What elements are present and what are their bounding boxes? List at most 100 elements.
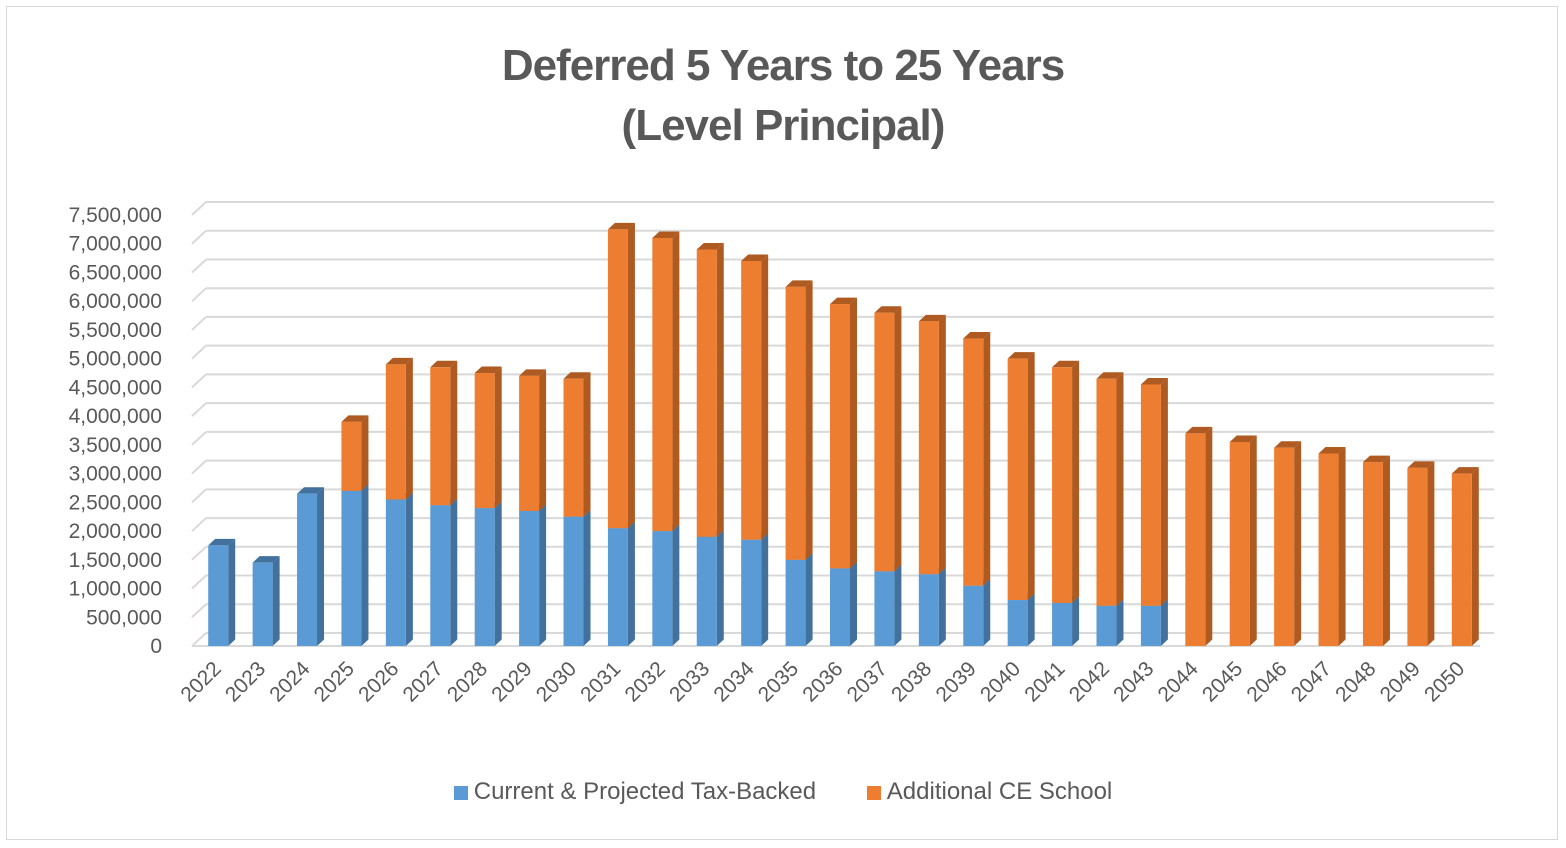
gridline-depth [191, 488, 207, 504]
bar-tax-backed-2035-side [805, 553, 813, 646]
bar-tax-backed-2024 [297, 493, 318, 646]
bar-ce-school-2028-side [494, 366, 502, 509]
bar-ce-school-2038 [918, 321, 939, 575]
x-tick-label: 2023 [221, 657, 270, 706]
bar-ce-school-2031 [607, 229, 628, 529]
bar-tax-backed-2040-side [1027, 593, 1035, 646]
x-tick-label: 2042 [1065, 657, 1114, 706]
bar-tax-backed-2028-side [494, 501, 502, 646]
legend-item-ce-school: Additional CE School [866, 778, 1112, 806]
bar-ce-school-2037-top [874, 306, 902, 313]
bar-ce-school-2028-top [474, 366, 502, 374]
x-tick-label: 2028 [443, 657, 492, 706]
bar-ce-school-2036 [830, 304, 850, 569]
gridline-depth [191, 517, 207, 532]
gridline-depth [191, 344, 207, 360]
bar-ce-school-2029-top [519, 369, 547, 376]
bar-ce-school-2027 [430, 367, 451, 506]
gridline-depth [191, 546, 207, 561]
x-tick-label: 2050 [1420, 657, 1469, 706]
bar-ce-school-2040-top [1007, 352, 1035, 359]
x-tick-label: 2034 [709, 657, 759, 707]
gridline-depth [191, 316, 207, 331]
bar-ce-school-2025-side [361, 415, 369, 491]
bar-ce-school-2040 [1007, 358, 1028, 601]
bar-ce-school-2028 [474, 373, 495, 509]
bar-tax-backed-2030-side [583, 510, 591, 646]
y-tick-label: 6,000,000 [69, 290, 162, 313]
bar-tax-backed-2032-side [672, 524, 680, 646]
y-tick-label: 4,000,000 [69, 405, 162, 428]
x-tick-label: 2033 [665, 657, 714, 706]
gridline-depth [191, 402, 207, 417]
bar-tax-backed-2025-side [361, 484, 369, 646]
gridline-depth [191, 287, 207, 302]
y-tick-label: 2,000,000 [69, 520, 162, 543]
bar-ce-school-2048 [1362, 462, 1383, 646]
gridline-depth [191, 632, 207, 647]
bar-ce-school-2047-side [1338, 446, 1346, 646]
bar-tax-backed-2043 [1140, 605, 1161, 646]
bar-tax-backed-2030 [563, 516, 584, 646]
bar-ce-school-2038-side [938, 314, 946, 575]
bar-ce-school-2040-side [1027, 352, 1035, 601]
bar-tax-backed-2023-side [272, 556, 280, 646]
bar-tax-backed-2043-side [1160, 599, 1168, 646]
x-tick-label: 2044 [1154, 657, 1204, 707]
bar-ce-school-2037 [874, 312, 895, 572]
bar-ce-school-2047-top [1318, 446, 1346, 454]
bar-ce-school-2036-top [830, 297, 857, 305]
bar-ce-school-2050 [1451, 473, 1472, 646]
chart-title-line1: Deferred 5 Years to 25 Years [501, 41, 1065, 90]
bar-tax-backed-2039-side [983, 579, 991, 646]
x-tick-label: 2027 [399, 657, 448, 706]
bar-ce-school-2048-top [1362, 455, 1390, 463]
bar-ce-school-2048-side [1382, 455, 1390, 646]
bar-tax-backed-2038 [918, 574, 939, 646]
bar-ce-school-2044-side [1205, 426, 1213, 646]
y-tick-label: 1,000,000 [69, 578, 162, 601]
x-tick-label: 2045 [1198, 657, 1247, 706]
bar-ce-school-2029 [519, 375, 540, 511]
bar-ce-school-2047 [1318, 453, 1339, 646]
bar-ce-school-2033-side [716, 242, 724, 537]
chart-frame [6, 6, 1558, 840]
x-tick-label: 2049 [1376, 657, 1425, 706]
bar-ce-school-2038-top [918, 314, 946, 322]
bar-ce-school-2026-side [405, 357, 413, 500]
chart-title-line2: (Level Principal) [621, 101, 946, 150]
gridline-depth [191, 373, 207, 389]
bar-tax-backed-2039 [963, 585, 984, 646]
bar-tax-backed-2033 [696, 536, 717, 646]
x-tick-label: 2032 [621, 657, 670, 706]
legend-label-tax-backed: Current & Projected Tax-Backed [473, 778, 817, 805]
bar-ce-school-2045 [1229, 441, 1250, 646]
bar-ce-school-2041-top [1052, 360, 1080, 368]
bar-ce-school-2037-side [894, 306, 902, 572]
bar-ce-school-2034-side [761, 254, 769, 540]
x-tick-label: 2026 [354, 657, 403, 706]
gridline-depth [191, 459, 207, 475]
bar-tax-backed-2034-side [761, 533, 769, 646]
bar-ce-school-2041-side [1072, 360, 1080, 603]
bar-tax-backed-2033-side [716, 530, 724, 646]
bar-tax-backed-2041-side [1072, 596, 1080, 646]
bar-tax-backed-2037 [874, 571, 895, 646]
bar-ce-school-2025-top [341, 415, 369, 422]
x-tick-label: 2043 [1109, 657, 1158, 706]
bar-ce-school-2045-side [1249, 435, 1257, 646]
bar-ce-school-2046-side [1294, 441, 1302, 646]
bar-ce-school-2032-side [672, 231, 680, 532]
bar-tax-backed-2032 [652, 531, 673, 646]
bar-tax-backed-2024-side [317, 487, 325, 646]
bar-tax-backed-2027 [430, 505, 451, 646]
bar-tax-backed-2025 [341, 490, 362, 646]
x-tick-label: 2025 [310, 657, 359, 706]
y-tick-label: 7,000,000 [69, 233, 162, 256]
bar-ce-school-2049-top [1407, 461, 1435, 468]
bar-ce-school-2042-top [1096, 372, 1124, 379]
y-tick-label: 5,000,000 [69, 348, 162, 371]
gridline-depth [191, 230, 207, 245]
bar-tax-backed-2022-side [228, 538, 236, 646]
bar-ce-school-2044-top [1185, 426, 1213, 434]
